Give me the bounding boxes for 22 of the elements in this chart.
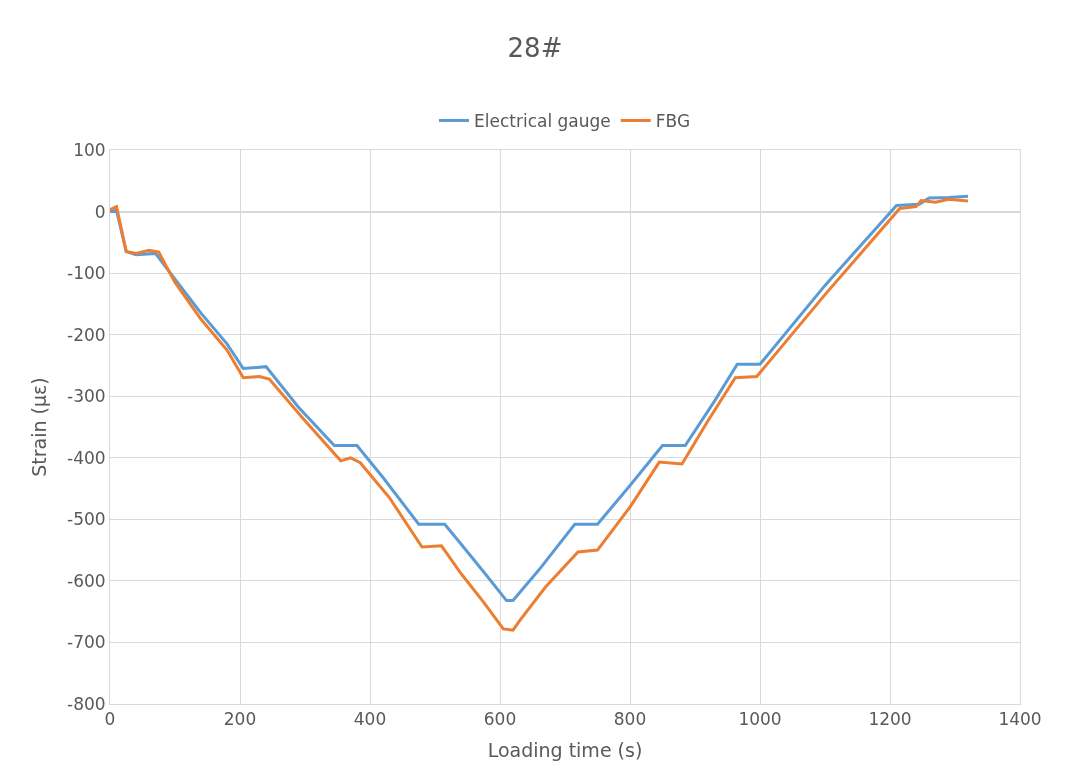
- y-tick-label: -700: [67, 632, 106, 653]
- x-tick-label: 200: [223, 709, 257, 730]
- y-tick-label: 0: [94, 201, 106, 222]
- y-tick-label: -600: [67, 570, 106, 591]
- x-tick-label: 600: [483, 709, 517, 730]
- y-tick-label: -300: [67, 386, 106, 407]
- x-tick-label: 1200: [868, 709, 912, 730]
- x-tick-label: 1400: [998, 709, 1042, 730]
- y-tick-label: -800: [67, 693, 106, 714]
- x-axis-title: Loading time (s): [487, 739, 643, 762]
- y-tick-label: 100: [73, 139, 106, 160]
- y-tick-label: -500: [67, 509, 106, 530]
- legend-label: Electrical gauge: [474, 111, 611, 132]
- chart-title: 28#: [507, 32, 563, 63]
- x-tick-label: 400: [353, 709, 387, 730]
- y-tick-label: -200: [67, 324, 106, 345]
- legend-label: FBG: [655, 111, 691, 132]
- y-tick-label: -400: [67, 447, 106, 468]
- y-axis-title: Strain (με): [27, 377, 50, 477]
- x-tick-label: 1000: [738, 709, 782, 730]
- y-tick-label: -100: [67, 263, 106, 284]
- x-tick-label: 800: [613, 709, 647, 730]
